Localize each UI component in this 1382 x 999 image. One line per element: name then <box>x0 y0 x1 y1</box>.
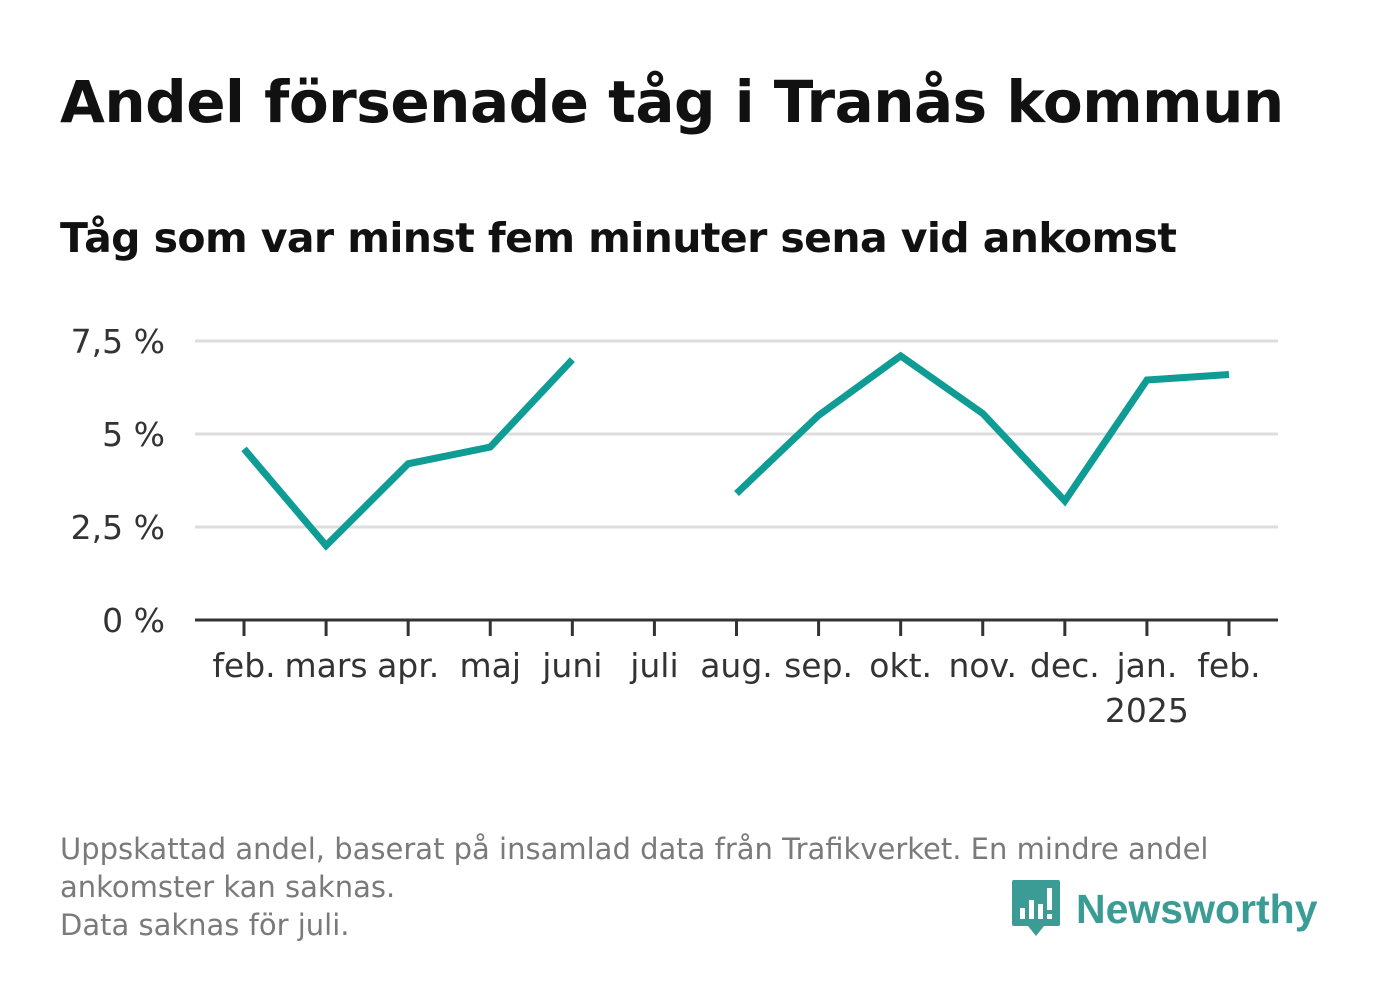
footnote-line-2: ankomster kan saknas. <box>60 870 396 904</box>
x-tick-label: okt. <box>869 646 932 685</box>
x-tick-label: maj <box>459 646 521 685</box>
series-lines <box>241 351 1230 551</box>
footnote-line-1: Uppskattad andel, baserat på insamlad da… <box>60 832 1209 866</box>
line-chart: 0 % 2,5 % 5 % 7,5 % feb. mars apr. maj juni juli a… <box>71 322 1278 730</box>
footnote: Uppskattad andel, baserat på insamlad da… <box>60 830 1320 944</box>
brand-name: Newsworthy <box>1076 885 1318 932</box>
x-tick-label: mars <box>285 646 368 685</box>
series-line-segment <box>734 351 1230 507</box>
x-tick-label: juni <box>541 646 602 685</box>
chart-title: Andel försenade tåg i Tranås kommun <box>60 68 1284 136</box>
y-tick-label: 2,5 % <box>71 508 165 547</box>
x-tick-label: feb. <box>1197 646 1260 685</box>
x-tick-sublabel: 2025 <box>1105 691 1189 730</box>
x-tick-label: feb. <box>212 646 275 685</box>
brand-logo: Newsworthy <box>1010 878 1318 940</box>
chart-subtitle: Tåg som var minst fem minuter sena vid a… <box>60 214 1177 262</box>
x-tick-label: dec. <box>1030 646 1100 685</box>
y-tick-label: 5 % <box>102 415 165 454</box>
x-tick-label: jan. <box>1116 646 1178 685</box>
y-tick-label: 7,5 % <box>71 322 165 361</box>
series-line-segment <box>241 357 575 551</box>
x-tick-label: nov. <box>948 646 1017 685</box>
x-tick-label: apr. <box>377 646 439 685</box>
tick-labels: 0 % 2,5 % 5 % 7,5 % feb. mars apr. maj juni juli a… <box>71 322 1261 730</box>
footnote-line-3: Data saknas för juli. <box>60 908 350 942</box>
x-tick-label: sep. <box>784 646 853 685</box>
y-tick-label: 0 % <box>102 601 165 640</box>
newsworthy-logo-icon <box>1012 880 1060 936</box>
axes <box>195 618 1278 636</box>
x-tick-label: aug. <box>700 646 773 685</box>
gridlines <box>195 339 1278 529</box>
x-tick-label: juli <box>629 646 678 685</box>
